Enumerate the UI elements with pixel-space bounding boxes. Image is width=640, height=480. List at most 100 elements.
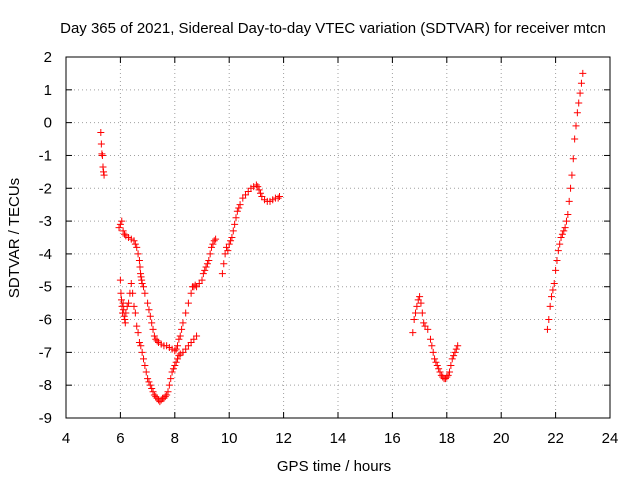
data-point (164, 388, 172, 396)
y-tick-label: 1 (44, 82, 52, 99)
data-point (168, 368, 176, 376)
data-point (191, 281, 199, 289)
data-point (557, 234, 565, 241)
x-tick-label: 16 (384, 430, 401, 447)
data-point (227, 237, 235, 245)
y-axis: -9 -8 -7 -6 -5 -4 -3 -2 -1 0 1 2 (39, 49, 610, 427)
data-point (431, 355, 439, 363)
data-point (122, 309, 130, 317)
data-point (137, 270, 145, 278)
data-point (543, 325, 551, 333)
data-point (142, 368, 150, 376)
data-point (131, 240, 139, 248)
data-point (201, 266, 209, 274)
y-tick-label: -6 (39, 312, 52, 329)
grid (66, 57, 610, 418)
data-point (572, 122, 580, 130)
data-point (153, 337, 161, 345)
y-tick-label: -9 (39, 410, 52, 427)
data-point (161, 393, 169, 401)
x-tick-label: 18 (438, 430, 455, 447)
data-point (558, 230, 566, 238)
data-point (100, 168, 108, 176)
data-point (146, 381, 154, 389)
data-point (125, 299, 133, 307)
data-point (569, 155, 577, 163)
data-point (451, 348, 459, 356)
data-point (169, 365, 177, 373)
y-tick-label: -2 (39, 180, 52, 197)
data-point (97, 128, 105, 136)
data-point (454, 342, 462, 350)
data-point (116, 276, 124, 284)
data-point (567, 184, 575, 192)
data-point (448, 355, 456, 363)
data-point (115, 224, 123, 232)
x-tick-label: 20 (493, 430, 510, 447)
data-point (144, 375, 152, 383)
data-point (140, 355, 148, 363)
x-tick-label: 14 (330, 430, 347, 447)
data-point (550, 279, 558, 287)
data-point (210, 237, 218, 245)
data-point (556, 240, 564, 248)
data-point (444, 371, 452, 379)
data-point (548, 293, 556, 301)
x-tick-label: 8 (171, 430, 179, 447)
data-point (549, 286, 557, 294)
data-point (134, 250, 142, 258)
data-point (560, 227, 568, 235)
data-point (182, 309, 190, 317)
data-point (133, 243, 141, 251)
data-point (117, 296, 125, 304)
data-point (123, 302, 131, 310)
data-point (137, 273, 145, 281)
data-point (165, 381, 173, 389)
data-point (206, 250, 214, 258)
x-tick-label: 4 (62, 430, 70, 447)
y-tick-label: -7 (39, 344, 52, 361)
data-point (573, 109, 581, 117)
data-series (97, 128, 108, 179)
data-point (229, 227, 237, 235)
data-point (193, 332, 201, 340)
data-point (167, 375, 175, 383)
data-point (199, 270, 207, 278)
data-point (133, 322, 141, 330)
data-point (98, 150, 106, 158)
data-point (228, 234, 236, 241)
data-point (418, 309, 426, 317)
x-tick-label: 24 (602, 430, 619, 447)
data-point (121, 319, 129, 327)
data-point (119, 227, 127, 235)
y-tick-label: -3 (39, 213, 52, 230)
data-point (135, 256, 143, 264)
data-point (452, 345, 460, 353)
data-point (218, 270, 226, 278)
data-point (138, 279, 146, 287)
data-series (115, 217, 220, 355)
data-point (121, 316, 129, 324)
data-point (564, 211, 572, 219)
data-point (433, 361, 441, 369)
data-point (576, 89, 584, 97)
y-tick-label: 2 (44, 49, 52, 66)
data-point (172, 358, 180, 366)
data-point (149, 388, 157, 396)
x-tick-label: 6 (116, 430, 124, 447)
data-point (100, 171, 108, 179)
x-axis: 4 6 8 10 12 14 16 18 20 22 24 (62, 57, 619, 447)
y-tick-label: -5 (39, 279, 52, 296)
data-point (171, 347, 179, 355)
data-point (171, 361, 179, 369)
data-point (424, 325, 432, 333)
data-point (443, 373, 451, 381)
data-point (568, 171, 576, 179)
data-point (145, 378, 153, 386)
data-point (144, 299, 152, 307)
data-point (138, 276, 146, 284)
data-point (149, 325, 157, 333)
data-point (203, 260, 211, 268)
data-point (546, 302, 554, 310)
data-point (579, 69, 587, 77)
